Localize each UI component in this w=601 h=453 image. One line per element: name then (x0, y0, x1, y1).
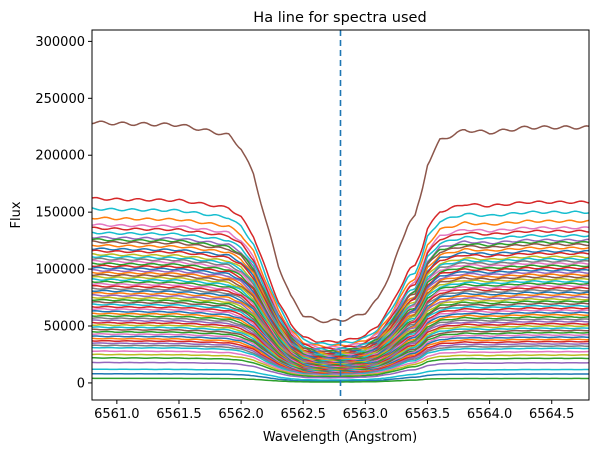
chart-title: Ha line for spectra used (253, 10, 426, 26)
x-tick-label: 6562.5 (280, 407, 326, 422)
x-tick-label: 6561.5 (156, 407, 202, 422)
x-tick-label: 6563.5 (405, 407, 451, 422)
x-axis: 6561.0 6561.5 6562.0 6562.5 6563.0 6563.5 6564… (94, 400, 574, 422)
x-tick-label: 6562.0 (218, 407, 264, 422)
y-axis-label: Flux (9, 201, 24, 228)
y-tick-label: 150000 (35, 206, 85, 221)
y-tick-label: 100000 (35, 263, 85, 278)
spectrum-line (92, 262, 589, 359)
spectrum-line (92, 264, 589, 360)
spectrum-line (92, 321, 589, 371)
y-tick-label: 200000 (35, 149, 85, 164)
x-axis-label: Wavelength (Angstrom) (263, 430, 417, 445)
plot-frame (91, 29, 590, 401)
spectrum-line (92, 273, 589, 362)
y-tick-label: 0 (77, 376, 85, 391)
spectrum-line (92, 314, 589, 370)
y-tick-label: 50000 (44, 320, 85, 335)
y-axis: 0 50000 100000 150000 200000 250000 300000 (35, 35, 92, 391)
x-tick-label: 6563.0 (343, 407, 389, 422)
x-tick-label: 6561.0 (94, 407, 140, 422)
x-tick-label: 6564.5 (529, 407, 575, 422)
y-tick-label: 300000 (35, 35, 85, 50)
spectrum-line (92, 231, 589, 352)
spectrum-line (92, 271, 589, 361)
y-tick-label: 250000 (35, 92, 85, 107)
spectrum-line (92, 361, 589, 379)
spectrum-line (92, 356, 589, 378)
x-tick-label: 6564.0 (467, 407, 513, 422)
